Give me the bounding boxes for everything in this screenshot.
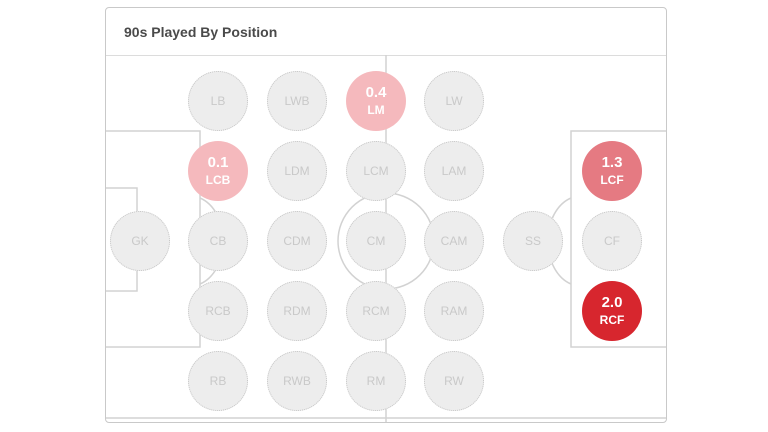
position-label: RCF [599,313,625,327]
position-label: LCB [205,173,231,187]
position-rw[interactable]: RW [424,351,484,411]
position-label: LCM [363,164,389,178]
position-label: LAM [441,164,467,178]
position-value: 2.0 [601,294,623,311]
position-label: RCB [205,304,231,318]
position-label: RWB [283,374,311,388]
position-label: CM [366,234,386,248]
position-ram[interactable]: RAM [424,281,484,341]
position-lw[interactable]: LW [424,71,484,131]
position-label: CF [604,234,620,248]
position-label: SS [524,234,541,248]
position-cdm[interactable]: CDM [267,211,327,271]
position-label: RAM [440,304,468,318]
right-penalty-box [570,130,666,348]
positions-card: 90s Played By Position GK LB 0.1 LCB CB RCB RB… [105,7,667,423]
position-cf[interactable]: CF [582,211,642,271]
position-lcf[interactable]: 1.3 LCF [582,141,642,201]
position-gk[interactable]: GK [110,211,170,271]
position-lam[interactable]: LAM [424,141,484,201]
position-label: LW [445,94,463,108]
position-label: LCF [600,173,624,187]
position-label: CAM [440,234,468,248]
position-label: LDM [284,164,310,178]
position-lcb[interactable]: 0.1 LCB [188,141,248,201]
position-rcf[interactable]: 2.0 RCF [582,281,642,341]
position-rm[interactable]: RM [346,351,406,411]
position-label: RDM [283,304,311,318]
position-label: GK [131,234,149,248]
position-cm[interactable]: CM [346,211,406,271]
position-value: 0.1 [207,154,229,171]
position-cam[interactable]: CAM [424,211,484,271]
position-rwb[interactable]: RWB [267,351,327,411]
position-rb[interactable]: RB [188,351,248,411]
position-ss[interactable]: SS [503,211,563,271]
position-rdm[interactable]: RDM [267,281,327,341]
position-cb[interactable]: CB [188,211,248,271]
position-lm[interactable]: 0.4 LM [346,71,406,131]
position-rcm[interactable]: RCM [346,281,406,341]
position-label: RCM [362,304,390,318]
position-label: RW [444,374,464,388]
position-rcb[interactable]: RCB [188,281,248,341]
position-label: LB [210,94,226,108]
position-value: 1.3 [601,154,623,171]
position-ldm[interactable]: LDM [267,141,327,201]
position-label: RB [209,374,227,388]
position-label: LWB [284,94,310,108]
position-value: 0.4 [365,84,387,101]
position-lwb[interactable]: LWB [267,71,327,131]
position-lb[interactable]: LB [188,71,248,131]
position-label: LM [367,103,385,117]
card-header: 90s Played By Position [106,8,666,56]
position-lcm[interactable]: LCM [346,141,406,201]
card-title: 90s Played By Position [124,24,278,40]
position-label: RM [366,374,386,388]
position-label: CDM [283,234,311,248]
position-label: CB [209,234,227,248]
